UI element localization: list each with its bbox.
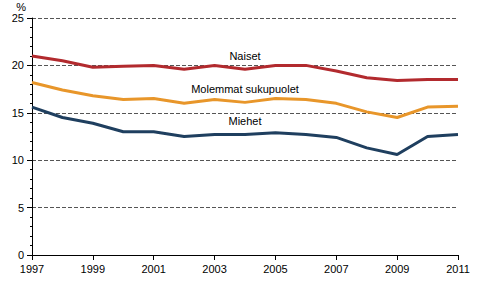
svg-text:Naiset: Naiset bbox=[229, 50, 260, 62]
svg-text:25: 25 bbox=[12, 12, 24, 24]
svg-text:2005: 2005 bbox=[263, 263, 287, 275]
svg-text:Miehet: Miehet bbox=[228, 115, 261, 127]
svg-text:15: 15 bbox=[12, 107, 24, 119]
svg-text:10: 10 bbox=[12, 154, 24, 166]
svg-text:2001: 2001 bbox=[141, 263, 165, 275]
svg-text:5: 5 bbox=[18, 202, 24, 214]
svg-text:1999: 1999 bbox=[81, 263, 105, 275]
svg-text:0: 0 bbox=[18, 249, 24, 261]
svg-text:2009: 2009 bbox=[385, 263, 409, 275]
svg-text:Molemmat sukupuolet: Molemmat sukupuolet bbox=[191, 83, 299, 95]
svg-text:2011: 2011 bbox=[446, 263, 470, 275]
svg-text:%: % bbox=[16, 1, 26, 13]
svg-text:2007: 2007 bbox=[324, 263, 348, 275]
svg-text:20: 20 bbox=[12, 59, 24, 71]
svg-text:2003: 2003 bbox=[202, 263, 226, 275]
svg-text:1997: 1997 bbox=[20, 263, 44, 275]
